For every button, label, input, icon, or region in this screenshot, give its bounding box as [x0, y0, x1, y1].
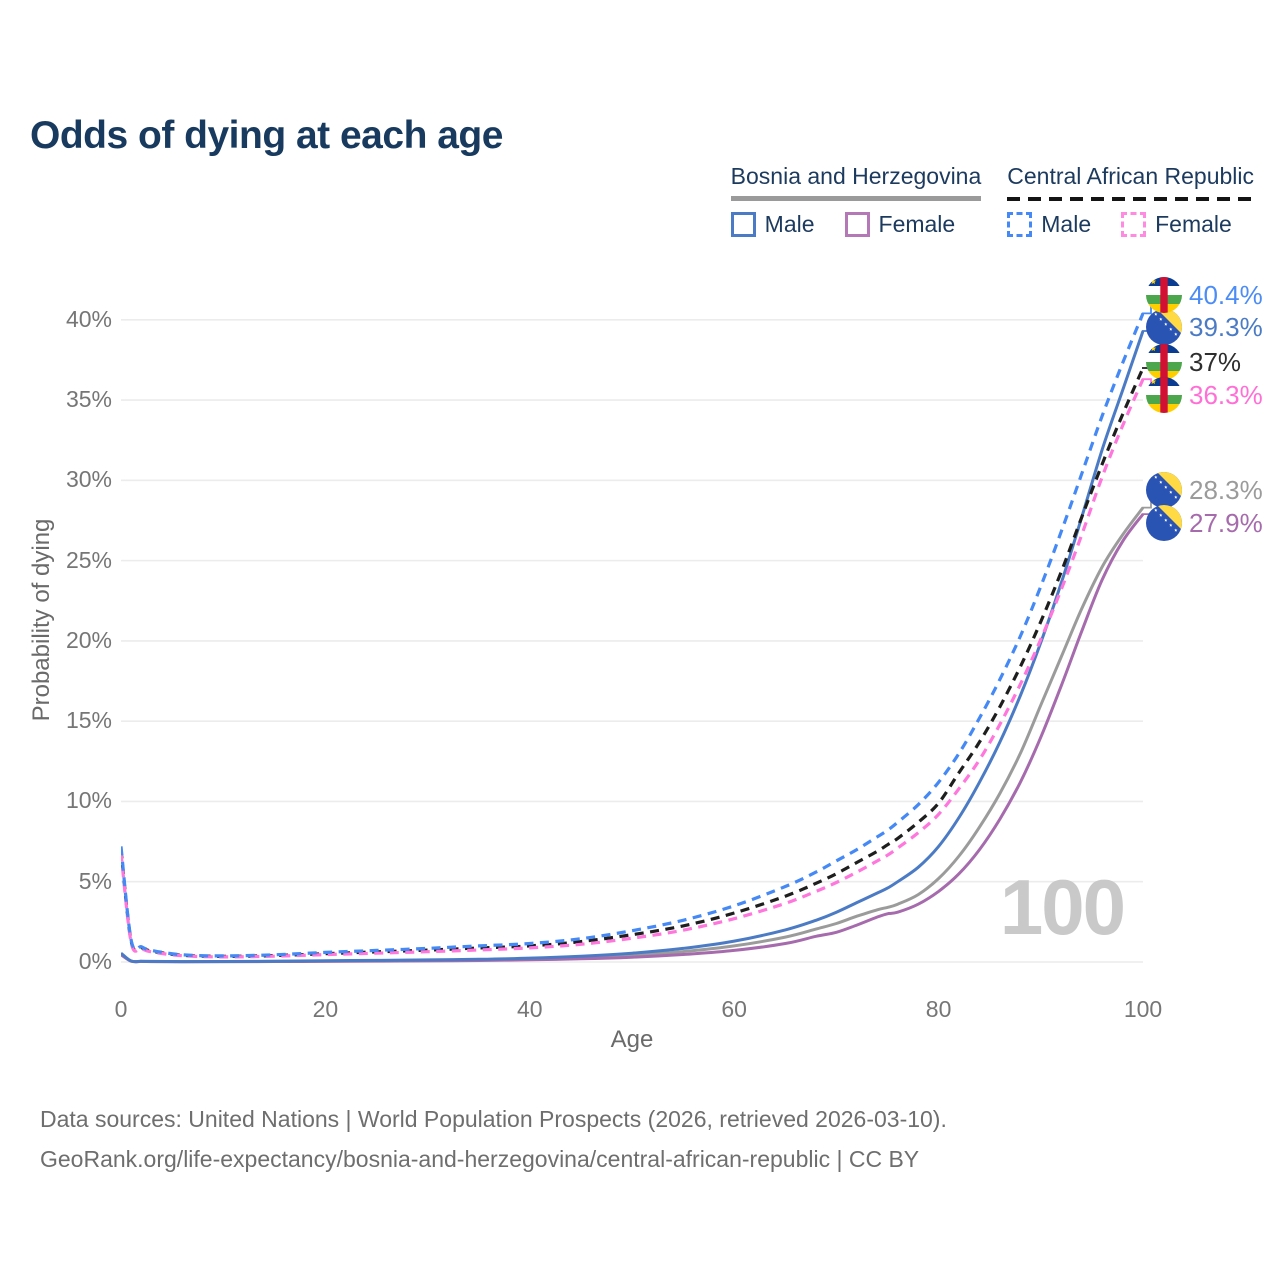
series-line-bih-total[interactable]: [121, 506, 1144, 964]
x-tick-label: 20: [312, 996, 339, 1022]
endpoint-bih-female: 27.9%: [1146, 505, 1263, 541]
legend-group-car: Central African Republic Male Female: [1007, 163, 1254, 238]
x-tick-label: 0: [114, 996, 128, 1022]
chart-title: Odds of dying at each age: [30, 114, 503, 158]
y-tick-label: 15%: [65, 707, 112, 734]
central-african-republic-flag-icon: [1146, 344, 1182, 380]
legend-country-car: Central African Republic: [1007, 163, 1254, 189]
attribution-text: GeoRank.org/life-expectancy/bosnia-and-h…: [40, 1146, 920, 1172]
x-tick-label: 60: [721, 996, 747, 1022]
bosnia-and-herzegovina-flag-icon: [1146, 505, 1182, 541]
x-tick-label: 80: [925, 996, 952, 1022]
endpoint-caf-total: 37%: [1146, 344, 1241, 380]
male-solid-swatch-icon: [730, 212, 756, 237]
legend-country-bosnia: Bosnia and Herzegovina: [730, 163, 982, 189]
endpoint-value-label: 39.3%: [1189, 311, 1263, 342]
female-dashed-swatch-icon: [1121, 212, 1147, 237]
y-tick-label: 30%: [65, 466, 112, 493]
endpoint-caf-female: 36.3%: [1146, 377, 1263, 413]
age-watermark: 100: [999, 863, 1126, 951]
central-african-republic-flag-icon: [1146, 277, 1182, 313]
y-tick-label: 10%: [65, 787, 112, 814]
data-source-text: Data sources: United Nations | World Pop…: [40, 1106, 947, 1132]
legend-underline-dashed: [1007, 197, 1254, 201]
y-tick-label: 25%: [65, 546, 112, 573]
y-tick-label: 0%: [78, 948, 112, 974]
bosnia-and-herzegovina-flag-icon: [1146, 472, 1182, 508]
endpoint-value-label: 27.9%: [1189, 507, 1263, 538]
legend-label: Male: [764, 211, 815, 237]
y-tick-label: 40%: [65, 305, 112, 332]
male-dashed-swatch-icon: [1007, 212, 1033, 237]
y-tick-label: 20%: [65, 626, 112, 653]
series-line-bih-female[interactable]: [121, 513, 1144, 964]
legend-group-bosnia: Bosnia and Herzegovina Male Female: [730, 163, 982, 238]
legend-item-car-male[interactable]: Male: [1007, 211, 1091, 238]
y-tick-label: 5%: [78, 867, 112, 894]
series-line-caf-total[interactable]: [121, 367, 1144, 959]
endpoint-value-label: 28.3%: [1189, 474, 1263, 505]
x-tick-label: 40: [517, 996, 543, 1022]
legend-label: Female: [1155, 211, 1232, 237]
endpoint-value-label: 40.4%: [1189, 279, 1263, 310]
endpoint-bih-total: 28.3%: [1146, 472, 1263, 508]
y-tick-label: 35%: [65, 386, 112, 413]
endpoint-value-label: 37%: [1189, 346, 1242, 377]
series-line-bih-male[interactable]: [121, 330, 1144, 964]
series-line-caf-female[interactable]: [121, 378, 1144, 959]
legend-item-bosnia-male[interactable]: Male: [730, 211, 815, 238]
female-solid-swatch-icon: [844, 212, 870, 237]
series-line-caf-male[interactable]: [121, 312, 1144, 958]
endpoint-caf-male: 40.4%: [1146, 277, 1263, 313]
legend-underline-solid: [730, 196, 982, 201]
legend-label: Female: [878, 211, 956, 237]
legend: Bosnia and Herzegovina Male Female Centr…: [730, 163, 1254, 238]
endpoint-value-label: 36.3%: [1189, 379, 1263, 410]
bosnia-and-herzegovina-flag-icon: [1146, 309, 1182, 345]
central-african-republic-flag-icon: [1146, 377, 1182, 413]
x-axis-title: Age: [610, 1026, 654, 1053]
legend-item-car-female[interactable]: Female: [1121, 211, 1232, 238]
endpoint-bih-male: 39.3%: [1146, 309, 1263, 345]
x-tick-label: 100: [1123, 996, 1163, 1022]
legend-label: Male: [1041, 211, 1092, 237]
legend-item-bosnia-female[interactable]: Female: [844, 211, 956, 238]
